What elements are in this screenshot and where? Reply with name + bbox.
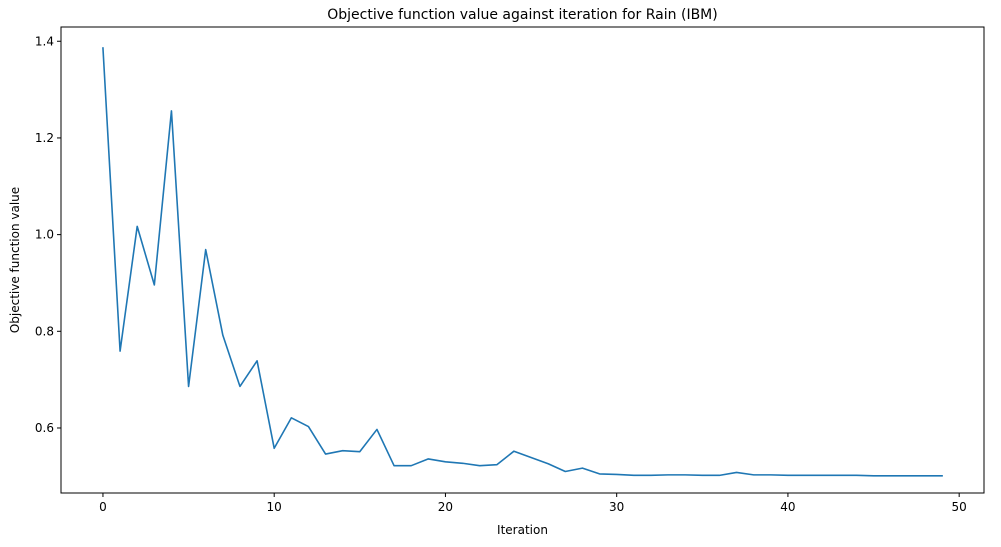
y-tick-label: 1.0	[35, 228, 54, 242]
plot-area	[61, 27, 984, 493]
y-tick-label: 1.2	[35, 131, 54, 145]
y-axis-ticks: 0.6 0.8 1.0 1.2 1.4	[35, 34, 61, 435]
x-tick-label: 40	[780, 500, 795, 514]
y-tick-label: 1.4	[35, 34, 54, 48]
x-tick-label: 30	[609, 500, 624, 514]
y-tick-label: 0.6	[35, 421, 54, 435]
series-layer	[102, 47, 943, 477]
x-axis-label: Iteration	[497, 523, 548, 537]
x-tick-label: 50	[952, 500, 967, 514]
x-tick-label: 20	[438, 500, 453, 514]
x-tick-label: 0	[99, 500, 107, 514]
x-tick-label: 10	[267, 500, 282, 514]
y-tick-label: 0.8	[35, 324, 54, 338]
chart-title: Objective function value against iterati…	[327, 7, 717, 23]
x-axis-ticks: 0 10 20 30 40 50	[99, 493, 967, 514]
plot-frame	[60, 26, 985, 494]
series-line	[102, 47, 943, 477]
y-axis-label: Objective function value	[8, 187, 22, 333]
